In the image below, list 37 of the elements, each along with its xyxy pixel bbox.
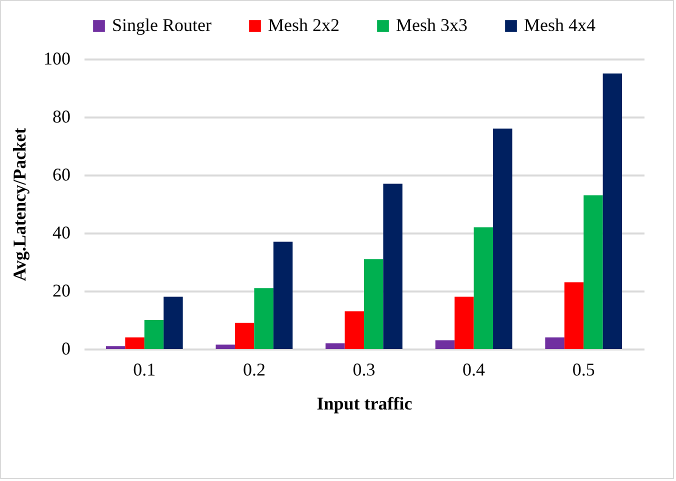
x-tick-label: 0.2 xyxy=(242,360,266,380)
bar xyxy=(216,344,235,349)
y-tick-label: 40 xyxy=(52,222,70,242)
bar xyxy=(474,227,494,349)
y-axis-title: Avg.Latency/Packet xyxy=(10,128,30,282)
y-tick-label: 80 xyxy=(52,106,70,126)
bar xyxy=(493,128,512,349)
bar xyxy=(602,74,622,349)
bar xyxy=(164,296,183,349)
bar xyxy=(273,242,293,349)
y-tick-label: 60 xyxy=(52,164,70,184)
bar xyxy=(326,343,345,349)
y-tick-label: 0 xyxy=(62,338,70,358)
x-tick-label: 0.5 xyxy=(572,360,595,380)
bar xyxy=(364,259,384,349)
x-tick-label: 0.3 xyxy=(352,360,376,380)
bar xyxy=(234,322,254,349)
x-tick-label: 0.1 xyxy=(133,360,156,380)
bar xyxy=(254,288,274,349)
bar xyxy=(144,320,164,349)
legend-label: Mesh 2x2 xyxy=(268,15,340,35)
bar xyxy=(435,340,455,349)
x-tick-label: 0.4 xyxy=(462,360,486,380)
bar xyxy=(125,337,144,349)
bar xyxy=(545,337,564,349)
y-tick-label: 100 xyxy=(44,48,70,68)
bar xyxy=(106,346,126,349)
bar xyxy=(344,311,364,349)
x-axis-title: Input traffic xyxy=(316,394,412,414)
y-tick-label: 20 xyxy=(52,280,70,300)
legend-label: Mesh 3x3 xyxy=(396,15,468,35)
legend-label: Single Router xyxy=(112,15,212,35)
bar xyxy=(584,195,603,349)
bar xyxy=(383,184,402,349)
bar xyxy=(564,282,584,349)
legend-label: Mesh 4x4 xyxy=(524,15,596,35)
bar xyxy=(454,296,474,349)
